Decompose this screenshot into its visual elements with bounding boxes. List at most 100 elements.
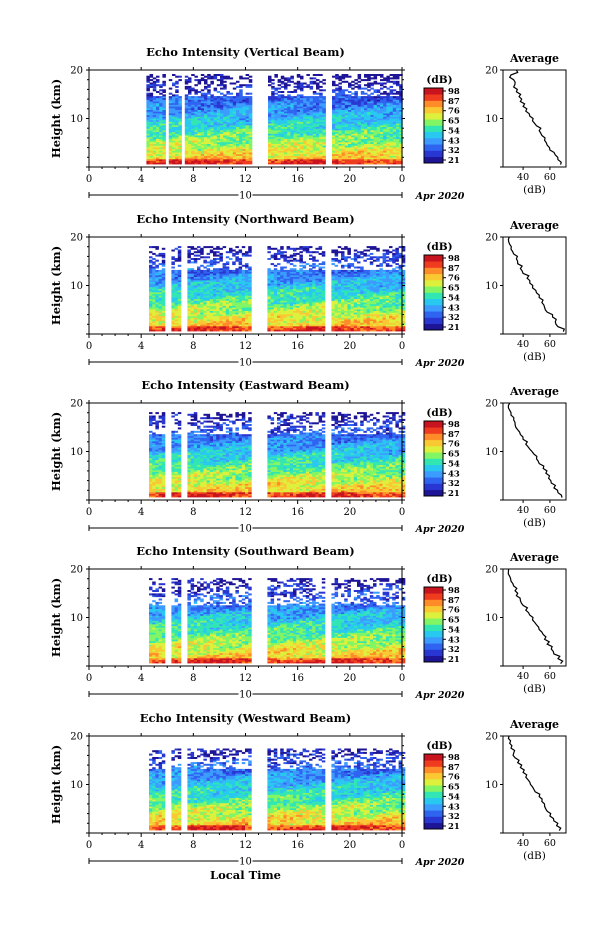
heat-cell xyxy=(190,298,195,301)
heat-cell xyxy=(306,97,310,100)
heat-cell xyxy=(363,305,367,308)
heat-cell xyxy=(299,309,303,311)
heat-cell xyxy=(335,96,339,99)
heat-cell xyxy=(293,118,298,121)
heat-cell xyxy=(274,162,278,165)
heat-cell xyxy=(383,130,387,133)
heat-cell xyxy=(270,292,275,294)
heat-cell xyxy=(268,108,272,110)
heat-cell xyxy=(242,84,246,87)
heat-cell xyxy=(341,153,346,156)
heat-cell xyxy=(229,125,234,127)
heat-cell xyxy=(296,329,300,332)
heat-cell xyxy=(315,305,319,308)
heat-cell xyxy=(395,324,399,327)
heat-cell xyxy=(331,300,335,303)
heat-cell xyxy=(213,102,218,105)
heat-cell xyxy=(238,303,243,306)
heat-cell xyxy=(289,300,294,303)
heat-cell xyxy=(360,309,364,311)
heat-cell xyxy=(274,136,278,139)
heat-cell xyxy=(383,121,387,124)
heat-cell xyxy=(194,160,198,163)
heat-cell xyxy=(287,121,291,124)
heat-cell xyxy=(203,303,207,306)
heat-cell xyxy=(229,116,234,119)
heat-cell xyxy=(332,118,336,121)
heat-cell xyxy=(293,145,298,148)
heat-cell xyxy=(389,320,393,323)
heat-cell xyxy=(293,329,297,332)
heat-cell xyxy=(193,324,198,327)
heat-cell xyxy=(286,326,291,328)
heat-cell xyxy=(379,300,383,303)
heat-cell xyxy=(213,162,218,165)
heat-cell xyxy=(296,82,301,85)
heat-cell xyxy=(395,292,399,294)
heat-cell xyxy=(273,310,278,313)
heat-cell xyxy=(162,140,166,143)
heat-cell xyxy=(290,148,294,151)
heat-cell xyxy=(396,160,400,163)
heat-cell xyxy=(223,104,227,107)
heat-cell xyxy=(236,126,240,129)
heat-cell xyxy=(350,320,355,323)
heat-cell xyxy=(172,128,176,131)
heat-cell xyxy=(248,303,252,306)
heat-cell xyxy=(225,298,230,301)
heat-cell xyxy=(200,326,204,328)
heat-cell xyxy=(197,324,201,327)
heat-cell xyxy=(341,114,346,117)
heat-cell xyxy=(303,128,307,131)
heat-cell xyxy=(213,298,217,301)
heat-cell xyxy=(197,104,202,107)
heat-cell xyxy=(309,157,314,160)
heat-cell xyxy=(303,116,307,119)
heat-cell xyxy=(203,312,207,315)
heat-cell xyxy=(335,75,339,78)
heat-cell xyxy=(293,108,298,110)
heat-cell xyxy=(360,135,365,138)
heat-cell xyxy=(396,148,400,151)
heat-cell xyxy=(332,119,336,122)
heat-cell xyxy=(367,160,371,163)
heat-cell xyxy=(216,329,220,332)
heat-cell xyxy=(399,111,403,114)
heat-cell xyxy=(357,97,362,100)
heat-cell xyxy=(146,162,150,165)
heat-cell xyxy=(188,104,192,107)
heat-cell xyxy=(338,116,342,119)
heat-cell xyxy=(300,119,304,122)
heat-cell xyxy=(236,157,240,160)
heat-cell xyxy=(296,307,300,310)
heat-cell xyxy=(187,320,191,323)
heat-cell xyxy=(225,319,230,322)
heat-cell xyxy=(241,290,246,293)
heat-cell xyxy=(220,136,224,139)
heat-cell xyxy=(399,97,403,100)
heat-cell xyxy=(309,114,314,117)
heat-cell xyxy=(341,292,345,294)
heat-cell xyxy=(354,97,358,100)
heat-cell xyxy=(191,160,195,163)
heat-cell xyxy=(392,96,397,99)
heat-cell xyxy=(280,292,284,294)
heat-cell xyxy=(309,315,313,318)
heat-cell xyxy=(242,97,246,100)
heat-cell xyxy=(287,94,291,97)
heat-cell xyxy=(268,111,272,114)
heat-cell xyxy=(382,327,387,330)
heat-cell xyxy=(321,320,326,323)
heat-cell xyxy=(316,84,320,87)
heat-cell xyxy=(299,310,303,313)
heat-cell xyxy=(367,104,371,107)
heat-cell xyxy=(245,128,250,131)
heat-cell xyxy=(172,121,176,124)
heat-cell xyxy=(335,135,339,138)
heat-cell xyxy=(303,148,307,151)
heat-cell xyxy=(357,159,362,161)
heat-cell xyxy=(156,136,160,139)
heat-cell xyxy=(184,130,189,133)
heat-cell xyxy=(392,157,397,160)
heat-cell xyxy=(312,297,316,300)
